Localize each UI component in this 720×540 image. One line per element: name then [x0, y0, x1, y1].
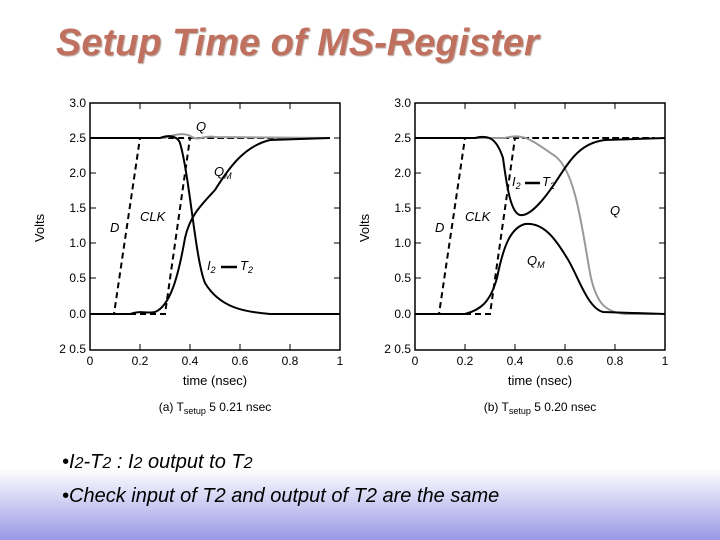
y-tick-label: 0.5 — [69, 271, 86, 285]
panel-a: 3.0 2.5 2.0 1.5 1.0 0.5 0.0 2 0.5 0 0.2 … — [32, 96, 344, 416]
y-tick-label: 1.5 — [394, 201, 411, 215]
panel-a-caption: (a) Tsetup 5 0.21 nsec — [159, 400, 272, 416]
y-tick-label: 1.0 — [394, 236, 411, 250]
y-tick-label: 1.0 — [69, 236, 86, 250]
d-waveform — [415, 137, 655, 315]
x-axis-label: time (nsec) — [183, 373, 247, 388]
x-tick-label: 0.6 — [232, 354, 249, 368]
clk-waveform — [415, 137, 655, 315]
y-tick-label: 2.0 — [69, 166, 86, 180]
panel-b: 3.0 2.5 2.0 1.5 1.0 0.5 0.0 2 0.5 0 0.2 … — [357, 96, 669, 416]
y-tick-label: 0.5 — [394, 271, 411, 285]
qm-waveform — [415, 222, 666, 315]
setup-time-figure: 3.0 2.5 2.0 1.5 1.0 0.5 0.0 2 0.5 0 0.2 … — [32, 96, 669, 416]
y-tick-label: 0.0 — [394, 307, 411, 321]
d-label: D — [110, 220, 119, 235]
x-tick-label: 0.4 — [507, 354, 524, 368]
bullet-list: •I2-T2 : I2 output to T2 •Check input of… — [62, 446, 499, 512]
y-tick-label: 2 0.5 — [59, 342, 86, 356]
q-label: Q — [196, 119, 206, 134]
q-label: Q — [610, 203, 620, 218]
i2-waveform — [415, 135, 666, 217]
x-tick-label: 0.2 — [457, 354, 474, 368]
clk-label: CLK — [140, 209, 167, 224]
d-waveform — [90, 137, 330, 315]
y-tick-label: 1.5 — [69, 201, 86, 215]
qm-label: QM — [214, 164, 232, 181]
x-tick-label: 1 — [662, 354, 669, 368]
x-tick-label: 0.2 — [132, 354, 149, 368]
x-tick-label: 0.8 — [607, 354, 624, 368]
clk-label: CLK — [465, 209, 492, 224]
x-tick-label: 0.6 — [557, 354, 574, 368]
d-label: D — [435, 220, 444, 235]
y-tick-label: 2.5 — [394, 131, 411, 145]
x-tick-label: 0.4 — [182, 354, 199, 368]
y-tick-label: 2.5 — [69, 131, 86, 145]
i2-waveform — [90, 135, 340, 315]
i2-label: I2 — [512, 174, 521, 191]
y-tick-label: 3.0 — [69, 96, 86, 110]
slide-title: Setup Time of MS-Register — [56, 22, 539, 64]
x-tick-label: 1 — [337, 354, 344, 368]
y-axis-label: Volts — [32, 213, 47, 242]
y-tick-label: 3.0 — [394, 96, 411, 110]
bullet-item: •I2-T2 : I2 output to T2 — [62, 451, 253, 473]
x-tick-label: 0 — [412, 354, 419, 368]
y-tick-label: 0.0 — [69, 307, 86, 321]
y-tick-label: 2.0 — [394, 166, 411, 180]
x-axis-label: time (nsec) — [508, 373, 572, 388]
bottom-gradient-band — [0, 468, 720, 540]
y-tick-label: 2 0.5 — [384, 342, 411, 356]
y-axis-label: Volts — [357, 213, 372, 242]
q-waveform-gray — [415, 135, 655, 315]
t2-label: T2 — [240, 258, 253, 275]
bullet-item: •Check input of T2 and output of T2 are … — [62, 485, 500, 507]
panel-b-caption: (b) Tsetup 5 0.20 nsec — [484, 400, 597, 416]
t2-label: T2 — [542, 174, 555, 191]
x-tick-label: 0.8 — [282, 354, 299, 368]
qm-label: QM — [527, 253, 545, 270]
qm-waveform — [90, 137, 331, 315]
i2-label: I2 — [207, 258, 216, 275]
x-tick-label: 0 — [87, 354, 94, 368]
